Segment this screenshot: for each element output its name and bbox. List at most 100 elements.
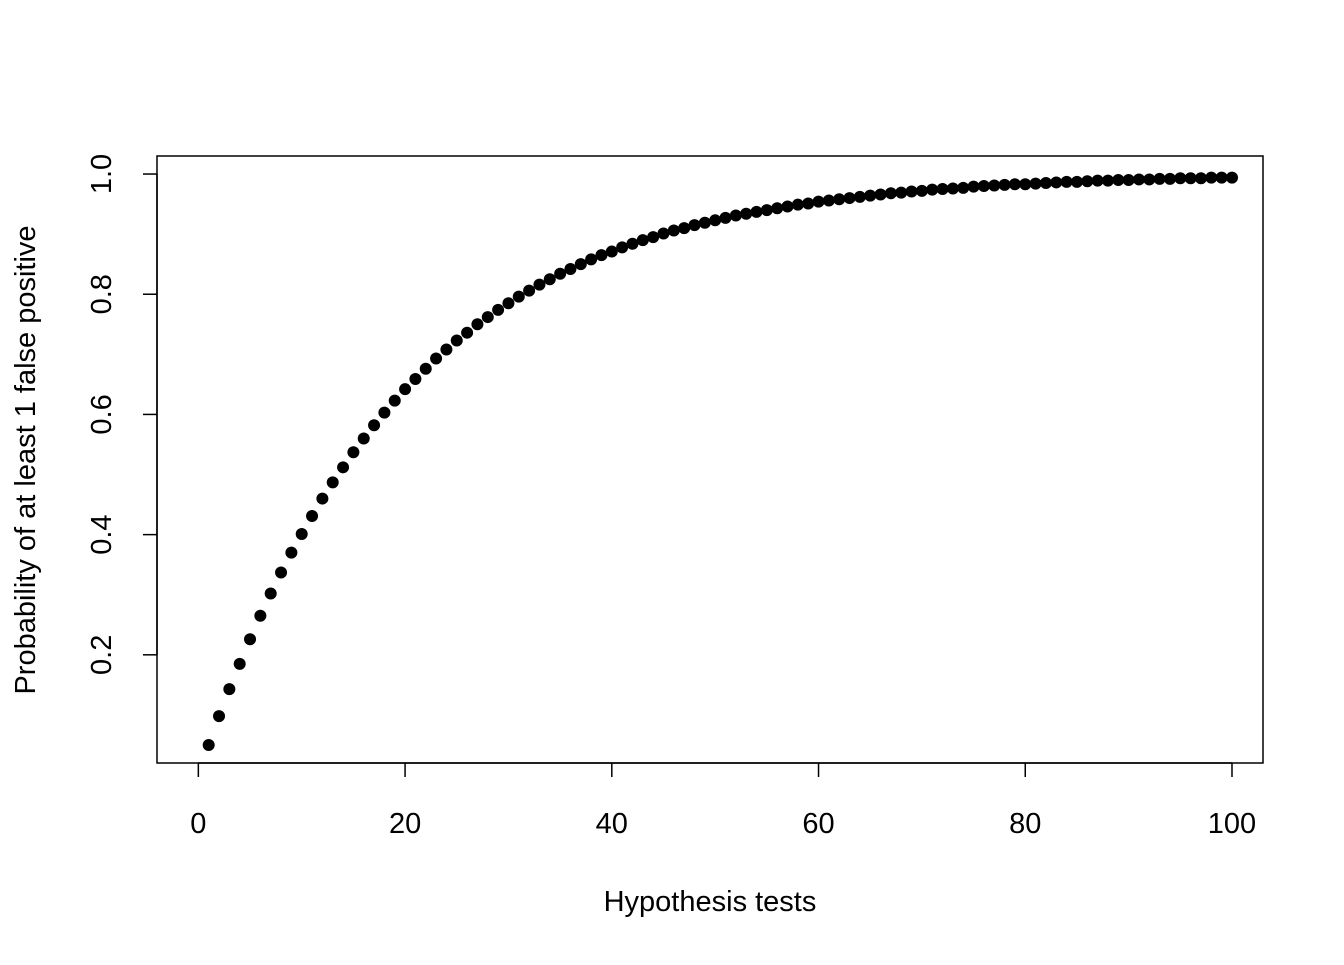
data-point xyxy=(481,311,494,324)
data-point xyxy=(1225,171,1238,184)
data-point xyxy=(1060,175,1073,188)
data-point xyxy=(595,249,608,262)
data-point xyxy=(326,476,339,489)
data-point xyxy=(223,683,236,696)
data-point xyxy=(1029,177,1042,190)
data-point xyxy=(1163,172,1176,185)
data-point xyxy=(874,188,887,201)
x-tick-label: 60 xyxy=(802,808,834,840)
data-point xyxy=(502,297,515,310)
data-point xyxy=(967,180,980,193)
x-tick-label: 40 xyxy=(596,808,628,840)
data-point xyxy=(564,262,577,275)
data-point xyxy=(1205,171,1218,184)
data-point xyxy=(523,284,536,297)
data-point xyxy=(419,362,432,375)
data-point xyxy=(1184,172,1197,185)
x-tick-label: 80 xyxy=(1009,808,1041,840)
data-point xyxy=(812,195,825,208)
data-point xyxy=(791,198,804,211)
data-point xyxy=(264,587,277,600)
data-point xyxy=(905,185,918,198)
data-point xyxy=(409,372,422,385)
data-point xyxy=(1019,178,1032,191)
data-point xyxy=(1008,178,1021,191)
y-axis-label: Probability of at least 1 false positive xyxy=(10,225,42,694)
data-point xyxy=(306,509,319,522)
data-point xyxy=(368,419,381,432)
data-point xyxy=(781,200,794,213)
data-point xyxy=(1081,175,1094,188)
data-point xyxy=(771,202,784,215)
data-point xyxy=(1091,174,1104,187)
data-point xyxy=(337,461,350,474)
data-point xyxy=(244,633,257,646)
data-point xyxy=(853,190,866,203)
data-point xyxy=(843,192,856,205)
data-points xyxy=(202,171,1238,751)
data-point xyxy=(626,237,639,250)
data-point xyxy=(461,326,474,339)
data-point xyxy=(957,181,970,194)
y-tick-label: 0.6 xyxy=(86,394,118,434)
data-point xyxy=(657,227,670,240)
data-point xyxy=(295,528,308,541)
x-tick-label: 20 xyxy=(389,808,421,840)
y-tick-label: 0.2 xyxy=(86,635,118,675)
y-tick-label: 0.8 xyxy=(86,274,118,314)
data-point xyxy=(585,253,598,266)
data-point xyxy=(667,224,680,237)
data-point xyxy=(1194,172,1207,185)
data-point xyxy=(1050,176,1063,189)
y-axis: 0.2 0.4 0.6 0.8 1.0 xyxy=(86,154,158,675)
data-point xyxy=(936,183,949,196)
data-point xyxy=(450,334,463,347)
data-point xyxy=(750,205,763,218)
y-tick-label: 0.4 xyxy=(86,514,118,554)
data-point xyxy=(1215,171,1228,184)
data-point xyxy=(998,178,1011,191)
data-point xyxy=(430,352,443,365)
data-point xyxy=(399,383,412,396)
data-point xyxy=(729,209,742,222)
data-point xyxy=(202,738,215,751)
data-point xyxy=(636,234,649,247)
data-point xyxy=(688,219,701,232)
data-point xyxy=(719,211,732,224)
data-point xyxy=(926,183,939,196)
data-point xyxy=(213,710,226,723)
data-point xyxy=(678,222,691,235)
y-tick-label: 1.0 xyxy=(86,154,118,194)
data-point xyxy=(605,245,618,258)
data-point xyxy=(698,216,711,229)
data-point xyxy=(1101,174,1114,187)
x-tick-label: 0 xyxy=(190,808,206,840)
data-point xyxy=(760,204,773,217)
data-point xyxy=(1143,173,1156,186)
data-point xyxy=(554,267,567,280)
data-point xyxy=(822,194,835,207)
data-point xyxy=(440,343,453,356)
data-point xyxy=(833,193,846,206)
data-point xyxy=(1070,175,1083,188)
data-point xyxy=(616,241,629,254)
data-point xyxy=(1039,177,1052,190)
data-point xyxy=(740,207,753,220)
x-tick-label: 100 xyxy=(1208,808,1256,840)
data-point xyxy=(988,179,1001,192)
data-point xyxy=(316,492,329,505)
data-point xyxy=(1132,173,1145,186)
data-point xyxy=(915,184,928,197)
plot-border xyxy=(156,155,1264,764)
data-point xyxy=(285,546,298,559)
data-point xyxy=(574,258,587,271)
data-point xyxy=(884,187,897,200)
data-point xyxy=(946,182,959,195)
data-point xyxy=(709,214,722,227)
data-point xyxy=(533,278,546,291)
data-point xyxy=(1122,174,1135,187)
data-point xyxy=(233,657,246,670)
data-point xyxy=(388,394,401,407)
